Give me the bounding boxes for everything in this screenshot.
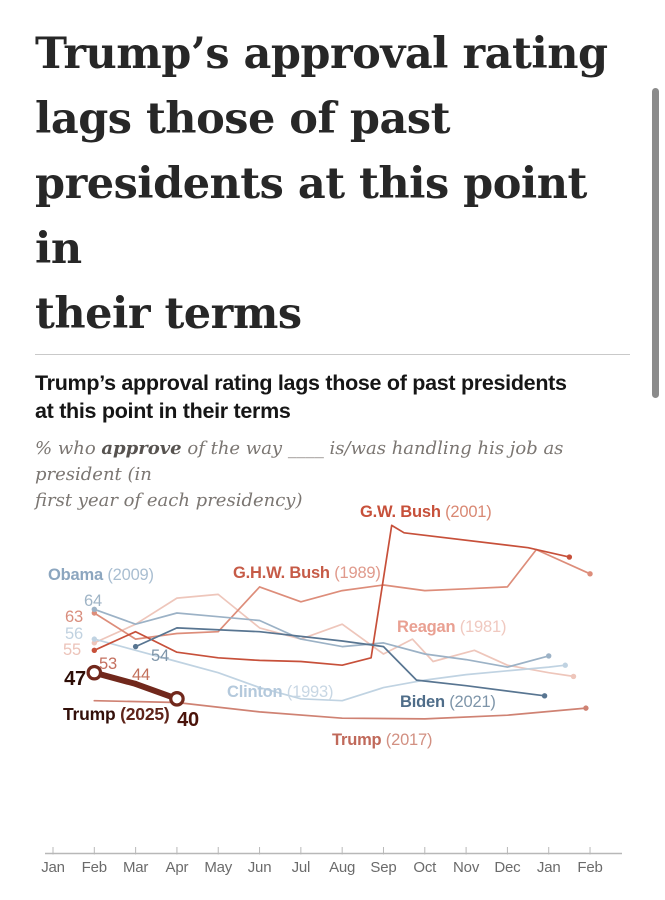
data-point-ghw-bush-1989 [587,571,593,577]
x-axis-label: Nov [453,859,480,876]
chart-subtitle-line: % who approve of the way ____ is/was han… [35,438,564,485]
data-point-clinton-1993 [562,662,568,668]
section-divider [35,354,630,355]
page-title: Trump’s approval rating lags those of pa… [35,22,635,347]
data-point-trump-2017 [583,705,589,711]
series-clinton-1993: Clinton (1993) [91,636,568,702]
headline-line: presidents at this point in [35,159,587,274]
data-point-open-trump-2025 [86,664,103,681]
value-label-47: 47 [64,668,86,690]
data-point-biden-2021 [132,643,139,650]
series-label-clinton-1993: Clinton (1993) [227,683,333,701]
x-axis: Jan Feb Mar Apr May Jun Jul Aug Sep Oct Nov Dec Jan F… [41,847,622,876]
x-axis-label: Mar [123,859,148,876]
x-axis-label: Jul [292,859,311,876]
data-point-obama-2009 [91,606,98,612]
series-label-trump-2025: Trump (2025) [63,704,170,724]
data-point-gw-bush-2001 [91,647,98,654]
headline-line: lags those of past [35,94,450,144]
value-label-54: 54 [151,647,169,665]
data-point-reagan-1981 [91,640,98,646]
chart-title-line: at this point in their terms [35,399,291,423]
value-label-40: 40 [177,709,199,731]
chart-subtitle-line: first year of each presidency) [35,490,303,511]
series-label-reagan-1981: Reagan (1981) [397,618,506,636]
series-biden-2021: Biden (2021) [132,627,548,711]
x-axis-label: Jan [537,859,561,876]
chart-subtitle: % who approve of the way ____ is/was han… [35,436,625,514]
x-axis-label: Jun [248,859,272,876]
x-axis-label: Jan [41,859,65,876]
value-label-56: 56 [65,625,83,643]
x-axis-label: Feb [577,859,602,876]
series-label-ghw-bush-1989: G.H.W. Bush (1989) [233,564,381,582]
series-gw-bush-2001: G.W. Bush (2001) [91,503,573,667]
series-ghw-bush-1989: G.H.W. Bush (1989) [91,548,593,640]
headline-line: Trump’s approval rating [35,29,608,79]
value-label-63: 63 [65,608,83,626]
x-axis-label: Dec [494,859,521,876]
series-line-biden-2021 [134,627,546,697]
series-line-obama-2009 [93,608,550,668]
x-axis-label: May [204,859,232,876]
data-point-open-trump-2025 [169,690,185,707]
series-label-obama-2009: Obama (2009) [48,566,154,584]
data-point-gw-bush-2001 [566,554,573,560]
data-point-reagan-1981 [570,673,577,680]
series-obama-2009: Obama (2009) [48,566,552,668]
value-label-44: 44 [132,666,150,684]
x-axis-label: Oct [413,859,437,876]
series-line-clinton-1993 [93,638,567,702]
data-point-biden-2021 [541,693,548,699]
series-label-trump-2017: Trump (2017) [332,731,432,749]
value-label-64: 64 [84,592,102,610]
series-line-gw-bush-2001 [93,524,571,667]
scrollbar-thumb[interactable] [652,88,659,398]
data-point-ghw-bush-1989 [91,610,98,616]
headline-line: their terms [35,289,302,339]
chart-title-line: Trump’s approval rating lags those of pa… [35,371,567,395]
data-point-obama-2009 [546,653,552,659]
chart-title: Trump’s approval rating lags those of pa… [35,369,635,425]
data-point-clinton-1993 [91,636,98,642]
value-label-53: 53 [99,655,117,673]
data-point-trump-2025 [132,680,139,687]
x-axis-label: Feb [82,859,107,876]
series-label-biden-2021: Biden (2021) [400,693,496,711]
series-trump-2025: Trump (2025) [63,664,185,724]
series-label-gw-bush-2001: G.W. Bush (2001) [360,503,492,521]
series-line-reagan-1981 [93,593,575,678]
x-axis-label: Sep [370,859,396,876]
series-reagan-1981: Reagan (1981) [91,593,577,680]
value-label-55: 55 [63,641,81,659]
x-axis-label: Aug [329,859,355,876]
series-line-ghw-bush-1989 [93,548,591,640]
x-axis-label: Apr [166,859,189,876]
